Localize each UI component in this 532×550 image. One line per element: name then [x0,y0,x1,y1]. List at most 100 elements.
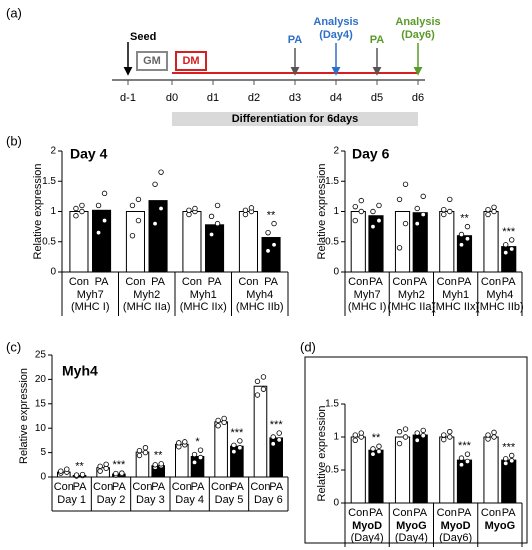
data-point [97,463,103,469]
data-point [447,429,453,435]
data-point [152,462,158,468]
data-point [214,202,221,209]
series-label: Con [69,276,89,288]
analysis-label: Analysis [313,16,358,28]
y-tick-label: 2 [333,146,339,157]
data-point [441,436,447,443]
day-label: d6 [412,92,424,104]
series-label: Con [182,276,202,288]
data-point [64,466,70,472]
significance: *** [502,226,516,238]
bar [412,212,428,273]
data-point [414,430,420,436]
series-label: PA [458,507,473,519]
data-point [237,445,243,451]
category-label: MyoG [485,520,516,532]
data-point [491,429,497,436]
data-point [136,447,143,454]
bar [253,385,268,478]
data-point [101,190,108,197]
significance: *** [270,419,284,431]
significance: ** [75,460,84,472]
data-point [208,213,215,220]
series-label: PA [151,481,166,493]
category-label: MyoD [441,520,471,532]
series-label: Con [172,481,192,493]
category-label: Myh4 [246,289,273,301]
data-point [176,440,182,446]
data-point [113,470,119,477]
y-tick-label: 10 [35,423,47,434]
y-axis-label: Relative expression [316,406,328,502]
data-point [509,452,515,459]
data-point [136,452,143,459]
bar [368,215,384,273]
data-point [97,468,103,474]
day-label: d0 [166,92,178,104]
category-label: Day 4 [175,494,204,506]
bar [261,237,281,273]
data-point [95,202,102,209]
bar [72,475,87,478]
bar [112,473,126,478]
significance: ** [267,210,276,222]
data-point [221,415,227,422]
category-label: Day 2 [97,494,126,506]
series-label: PA [230,481,245,493]
data-point [248,205,255,211]
category-label: (MHC IIa) [388,301,436,313]
data-point [231,442,237,448]
series-label: Con [481,276,501,288]
data-point [420,432,426,439]
panel-label: (c) [6,339,21,354]
data-point [270,434,276,440]
data-point [402,181,409,187]
category-label: Myh1 [442,289,469,301]
analysis-label: (Day6) [401,29,435,41]
series-label: PA [95,276,110,288]
significance: * [195,436,200,448]
data-point [458,462,465,468]
data-point [458,242,465,248]
series-label: Con [125,276,145,288]
data-point [503,242,509,248]
data-point [370,451,376,457]
series-label: PA [264,276,279,288]
data-point [260,374,267,380]
data-point [376,448,382,455]
y-tick-label: 1.5 [42,176,56,187]
data-point [152,220,158,227]
y-tick-label: 1 [333,432,339,443]
data-point [485,211,491,218]
analysis-label: (Day4) [319,29,353,41]
series-label: PA [151,276,166,288]
bar [350,436,366,504]
bar [182,211,202,273]
category-label: Day 1 [57,494,86,506]
chart-title: Day 6 [352,146,390,162]
data-point [396,245,403,251]
data-point [485,432,491,438]
series-label: PA [73,481,88,493]
day-label: d1 [207,92,219,104]
bar [92,209,112,273]
y-axis-label: Relative expression [32,164,44,260]
series-label: Con [211,481,231,493]
y-tick-label: 0.5 [325,236,339,247]
data-point [491,434,497,440]
day-label: d3 [289,92,301,104]
data-point [103,461,109,468]
series-label: Con [54,481,74,493]
bar [238,211,258,273]
data-point [447,208,453,215]
bar [96,467,110,478]
y-tick-label: 0.5 [325,465,339,476]
series-label: Con [250,481,270,493]
bar [368,449,384,504]
y-tick-label: 0 [40,472,46,483]
pa-label: PA [370,34,385,46]
data-point [376,202,382,209]
category-label: (MHC IIb) [476,301,524,313]
category-label: MyoG [396,520,427,532]
series-label: Con [392,507,412,519]
